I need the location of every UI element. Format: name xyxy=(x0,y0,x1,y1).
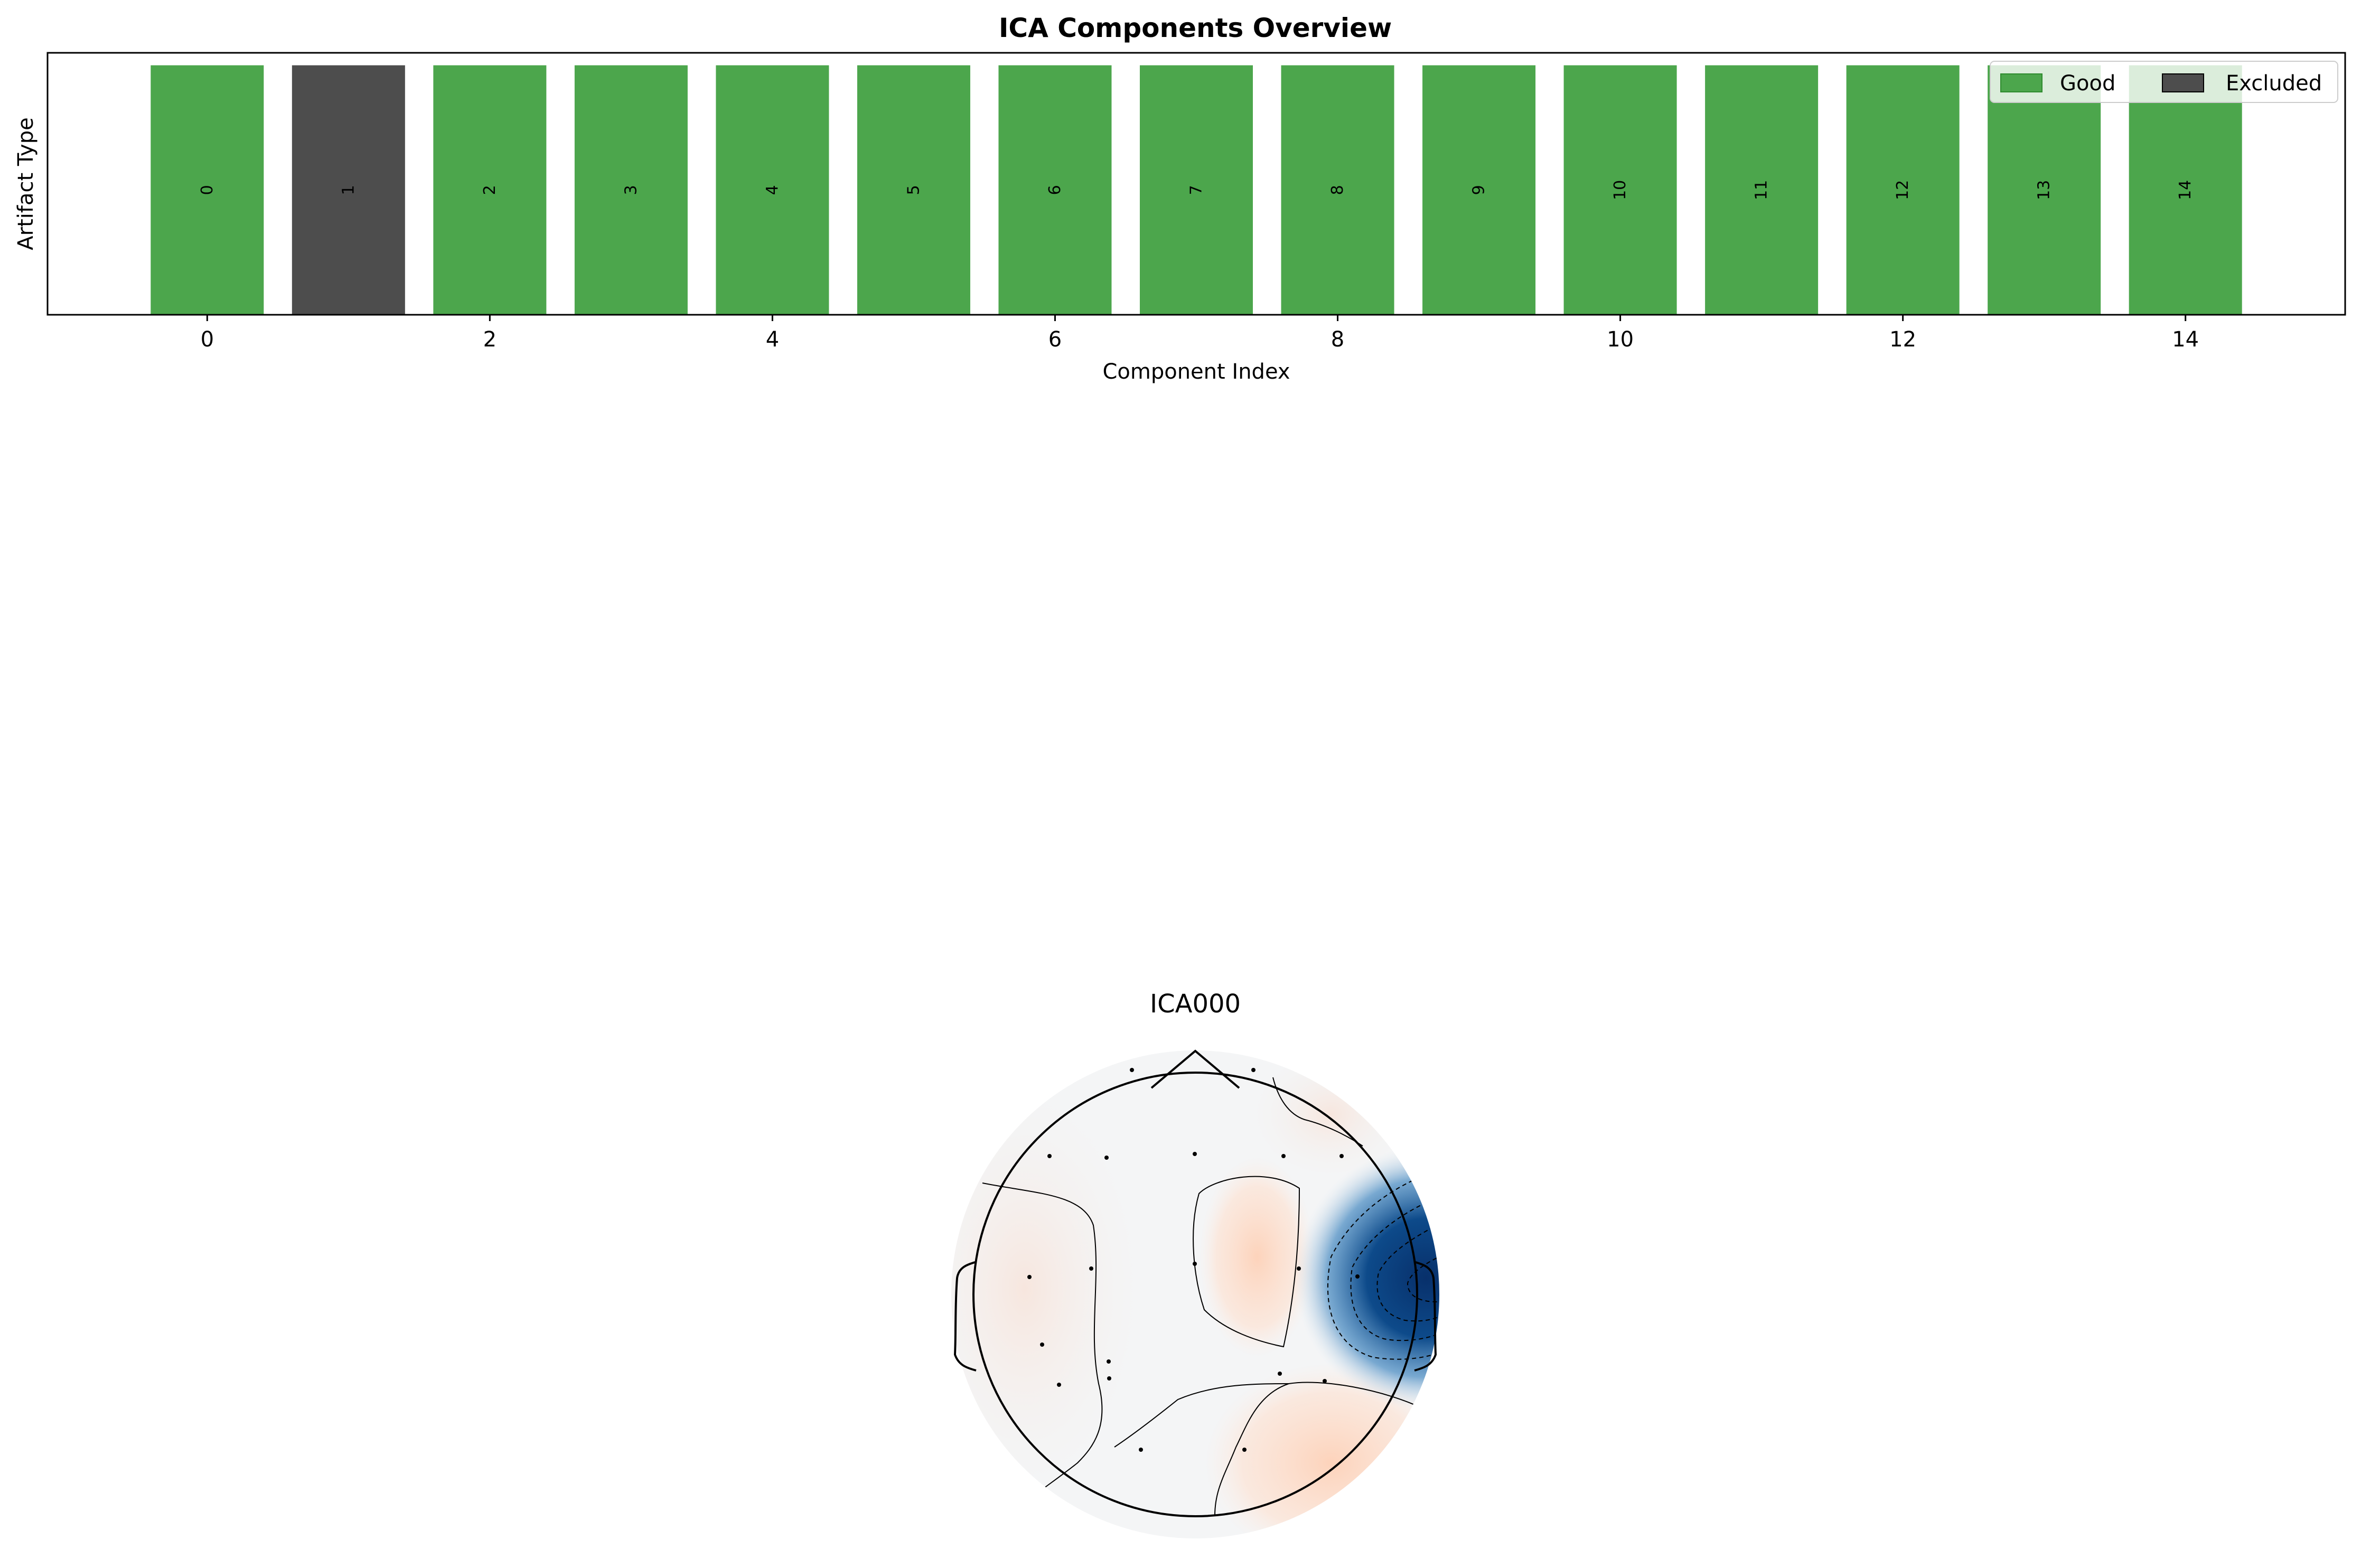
sensor-dot xyxy=(1104,1156,1109,1160)
sensor-dot xyxy=(1297,1266,1301,1271)
bar-group xyxy=(151,65,2242,315)
plot-area-frame xyxy=(46,52,2346,316)
bar-label: 9 xyxy=(1470,185,1488,195)
bar-component-7 xyxy=(1139,65,1253,315)
bar-label: 8 xyxy=(1328,185,1347,195)
topomap-left-ear xyxy=(953,1261,977,1372)
bar-component-1 xyxy=(292,65,405,315)
x-tick-label: 6 xyxy=(1048,327,1062,352)
sensor-dot xyxy=(1278,1372,1282,1376)
x-axis-label: Component Index xyxy=(1102,360,1290,384)
sensor-dot xyxy=(1089,1266,1093,1271)
topomap-nose xyxy=(1150,1049,1240,1089)
x-tick-label: 10 xyxy=(1607,327,1634,352)
bar-component-11 xyxy=(1705,65,1819,315)
topomap-contour xyxy=(1214,1382,1427,1516)
topomap-contour xyxy=(1193,1176,1300,1348)
x-tick-label: 12 xyxy=(1889,327,1916,352)
sensor-dot xyxy=(1242,1448,1247,1452)
topomap-blob-center xyxy=(1199,1157,1315,1357)
bar-component-2 xyxy=(433,65,547,315)
sensor-dot xyxy=(1130,1068,1134,1072)
bar-label: 14 xyxy=(2176,180,2195,200)
bar-label: 13 xyxy=(2035,180,2054,200)
bar-label: 3 xyxy=(622,185,640,195)
bar-component-13 xyxy=(1988,65,2101,315)
bar-label: 2 xyxy=(481,185,499,195)
sensor-dot xyxy=(1047,1154,1052,1158)
sensor-dot xyxy=(1139,1448,1143,1452)
sensor-dot xyxy=(1355,1274,1360,1279)
legend-label-excluded: Excluded xyxy=(2226,71,2322,96)
chart-title: ICA Components Overview xyxy=(999,13,1392,43)
topomap-contour xyxy=(982,1182,1103,1511)
x-tick-label: 0 xyxy=(201,327,214,352)
bar-label: 7 xyxy=(1187,185,1206,195)
topomap xyxy=(951,1049,1439,1538)
bar-component-9 xyxy=(1422,65,1536,315)
topomap-contour-negative xyxy=(1376,1219,1439,1322)
bar-component-12 xyxy=(1846,65,1960,315)
topomap-blob-left xyxy=(951,1088,1141,1489)
bar-component-10 xyxy=(1563,65,1677,315)
bar-component-6 xyxy=(998,65,1112,315)
y-axis-label: Artifact Type xyxy=(14,117,38,250)
sensor-dot xyxy=(1281,1154,1286,1158)
sensor-dot xyxy=(1339,1154,1344,1158)
legend-swatch-good xyxy=(2000,73,2043,92)
bar-component-8 xyxy=(1281,65,1394,315)
bar-label: 5 xyxy=(904,185,923,195)
sensor-dot xyxy=(1193,1262,1197,1266)
bar-label: 0 xyxy=(198,185,217,195)
bar-label: 1 xyxy=(339,185,358,195)
bar-component-4 xyxy=(716,65,829,315)
legend-swatch-excluded xyxy=(2162,73,2204,92)
topomap-blob-negative xyxy=(1294,1146,1439,1410)
bar-label: 11 xyxy=(1753,180,1771,200)
bar-label: 6 xyxy=(1046,185,1064,195)
topomap-blob-bottom-right xyxy=(1204,1363,1439,1538)
x-tick-label: 2 xyxy=(483,327,496,352)
bar-label: 4 xyxy=(763,185,782,195)
bar-component-3 xyxy=(574,65,688,315)
sensor-group xyxy=(1027,1068,1360,1452)
sensor-dot xyxy=(1251,1068,1256,1072)
topomap-right-ear xyxy=(1414,1261,1437,1372)
bar-component-0 xyxy=(151,65,264,315)
topomap-contour-negative xyxy=(1327,1167,1439,1360)
sensor-dot xyxy=(1057,1383,1061,1387)
legend-label-good: Good xyxy=(2060,71,2115,96)
bar-component-14 xyxy=(2129,65,2242,315)
bar-label: 12 xyxy=(1894,180,1912,200)
sensor-dot xyxy=(1040,1342,1044,1347)
sensor-dot xyxy=(1323,1379,1327,1383)
topomap-contour xyxy=(1272,1077,1363,1147)
x-tick-label: 8 xyxy=(1331,327,1344,352)
bar-label-group: 0 1 2 3 4 5 6 7 8 9 10 11 12 13 14 xyxy=(198,180,2195,200)
topomap-head-outline xyxy=(972,1072,1418,1517)
topomap-contour-negative xyxy=(1350,1193,1439,1341)
sensor-dot xyxy=(1027,1275,1032,1279)
x-tick-label: 4 xyxy=(766,327,779,352)
x-tick-label: 14 xyxy=(2172,327,2199,352)
sensor-dot xyxy=(1107,1376,1111,1381)
legend: Good Excluded xyxy=(1990,61,2338,103)
x-tick-group: 0 2 4 6 8 10 12 14 xyxy=(201,315,2199,352)
topomap-contour xyxy=(1114,1383,1289,1448)
bar-component-5 xyxy=(857,65,970,315)
bar-label: 10 xyxy=(1611,180,1629,200)
sensor-dot xyxy=(1193,1152,1197,1156)
sensor-dot xyxy=(1107,1359,1111,1364)
topomap-title: ICA000 xyxy=(1150,989,1241,1019)
